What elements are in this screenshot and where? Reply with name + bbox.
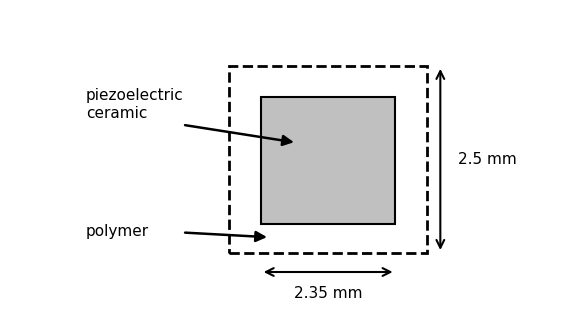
Text: polymer: polymer [86, 224, 149, 239]
Text: 2.5 mm: 2.5 mm [459, 152, 517, 167]
Text: piezoelectric
ceramic: piezoelectric ceramic [86, 88, 184, 121]
Text: 2.35 mm: 2.35 mm [294, 286, 362, 301]
Bar [261, 97, 395, 224]
Bar [229, 66, 427, 253]
